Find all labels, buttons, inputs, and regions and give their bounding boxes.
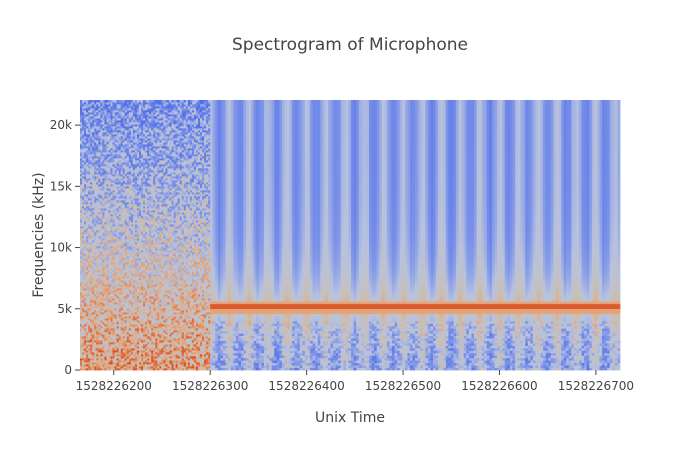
chart-title: Spectrogram of Microphone: [232, 35, 468, 55]
heatmap-area: [80, 100, 620, 370]
